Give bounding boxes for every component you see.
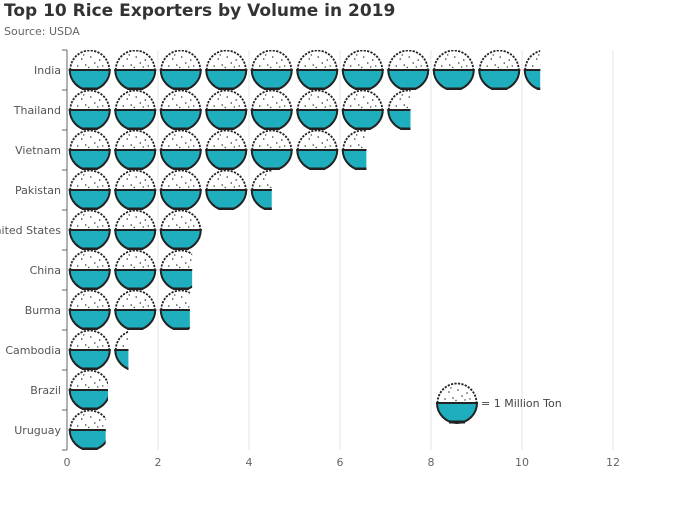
category-label: Cambodia <box>5 344 61 357</box>
bar-uruguay <box>67 410 106 450</box>
x-tick-label: 10 <box>515 456 529 469</box>
rice-bowl-icon <box>67 90 112 130</box>
rice-bowl-icon <box>340 90 385 130</box>
rice-bowl-icon <box>204 130 249 170</box>
chart-subtitle: Source: USDA <box>4 25 80 38</box>
chart-title: Top 10 Rice Exporters by Volume in 2019 <box>4 1 396 21</box>
rice-bowl-icon <box>158 210 203 250</box>
rice-bowl-icon <box>386 50 431 90</box>
rice-bowl-icon <box>249 130 294 170</box>
bar-china <box>67 250 193 290</box>
rice-bowl-icon <box>67 290 112 330</box>
rice-bowl-icon <box>249 50 294 90</box>
category-label: Uruguay <box>14 424 61 437</box>
rice-bowl-icon <box>67 170 112 210</box>
bar-pakistan <box>67 170 272 210</box>
rice-bowl-icon <box>340 130 367 170</box>
rice-bowl-icon <box>67 130 112 170</box>
category-label: Pakistan <box>15 184 61 197</box>
rice-bowl-icon <box>158 130 203 170</box>
x-tick-label: 8 <box>428 456 435 469</box>
legend-rice-bowl-icon <box>435 382 479 425</box>
rice-bowl-icon <box>431 50 476 90</box>
rice-bowl-icon <box>340 50 385 90</box>
rice-bowl-icon <box>295 50 340 90</box>
x-tick-label: 2 <box>155 456 162 469</box>
rice-bowl-icon <box>67 250 112 290</box>
bar-vietnam <box>67 130 367 170</box>
rice-bowl-icon <box>113 290 158 330</box>
rice-bowl-icon <box>158 90 203 130</box>
category-label: United States <box>0 224 61 237</box>
x-tick-label: 0 <box>64 456 71 469</box>
rice-bowl-icon <box>113 170 158 210</box>
bar-cambodia <box>67 330 129 370</box>
rice-bowl-icon <box>295 130 340 170</box>
category-label: Thailand <box>13 104 61 117</box>
rice-bowl-icon <box>113 50 158 90</box>
bar-united-states <box>67 210 203 250</box>
x-tick-label: 6 <box>337 456 344 469</box>
rice-bowl-icon <box>113 250 158 290</box>
category-label: China <box>30 264 61 277</box>
rice-bowl-icon <box>204 50 249 90</box>
category-label: Brazil <box>30 384 61 397</box>
rice-bowl-icon <box>158 170 203 210</box>
rice-bowl-icon <box>386 90 411 130</box>
legend-label: = 1 Million Ton <box>481 397 562 410</box>
rice-bowl-icon <box>204 170 249 210</box>
rice-bowl-icon <box>249 90 294 130</box>
rice-bowl-icon <box>113 130 158 170</box>
rice-bowl-icon <box>295 90 340 130</box>
rice-bowl-icon <box>67 410 106 450</box>
category-label: India <box>34 64 61 77</box>
rice-bowl-icon <box>204 90 249 130</box>
rice-bowl-icon <box>113 90 158 130</box>
bar-burma <box>67 290 190 330</box>
rice-bowl-icon <box>67 210 112 250</box>
rice-bowl-icon <box>522 50 541 90</box>
rice-bowl-icon <box>113 210 158 250</box>
rice-bowl-icon <box>113 330 129 370</box>
rice-bowl-icon <box>67 50 112 90</box>
rice-bowl-icon <box>249 170 272 210</box>
rice-bowl-icon <box>67 370 108 410</box>
bar-india <box>67 50 541 90</box>
rice-bowl-icon <box>158 290 190 330</box>
rice-bowl-icon <box>158 50 203 90</box>
bar-brazil <box>67 370 108 410</box>
rice-bowl-icon <box>158 250 193 290</box>
rice-bowl-icon <box>67 330 112 370</box>
x-tick-label: 4 <box>246 456 253 469</box>
category-label: Vietnam <box>15 144 61 157</box>
category-label: Burma <box>25 304 61 317</box>
x-tick-label: 12 <box>606 456 620 469</box>
rice-bowl-icon <box>477 50 522 90</box>
